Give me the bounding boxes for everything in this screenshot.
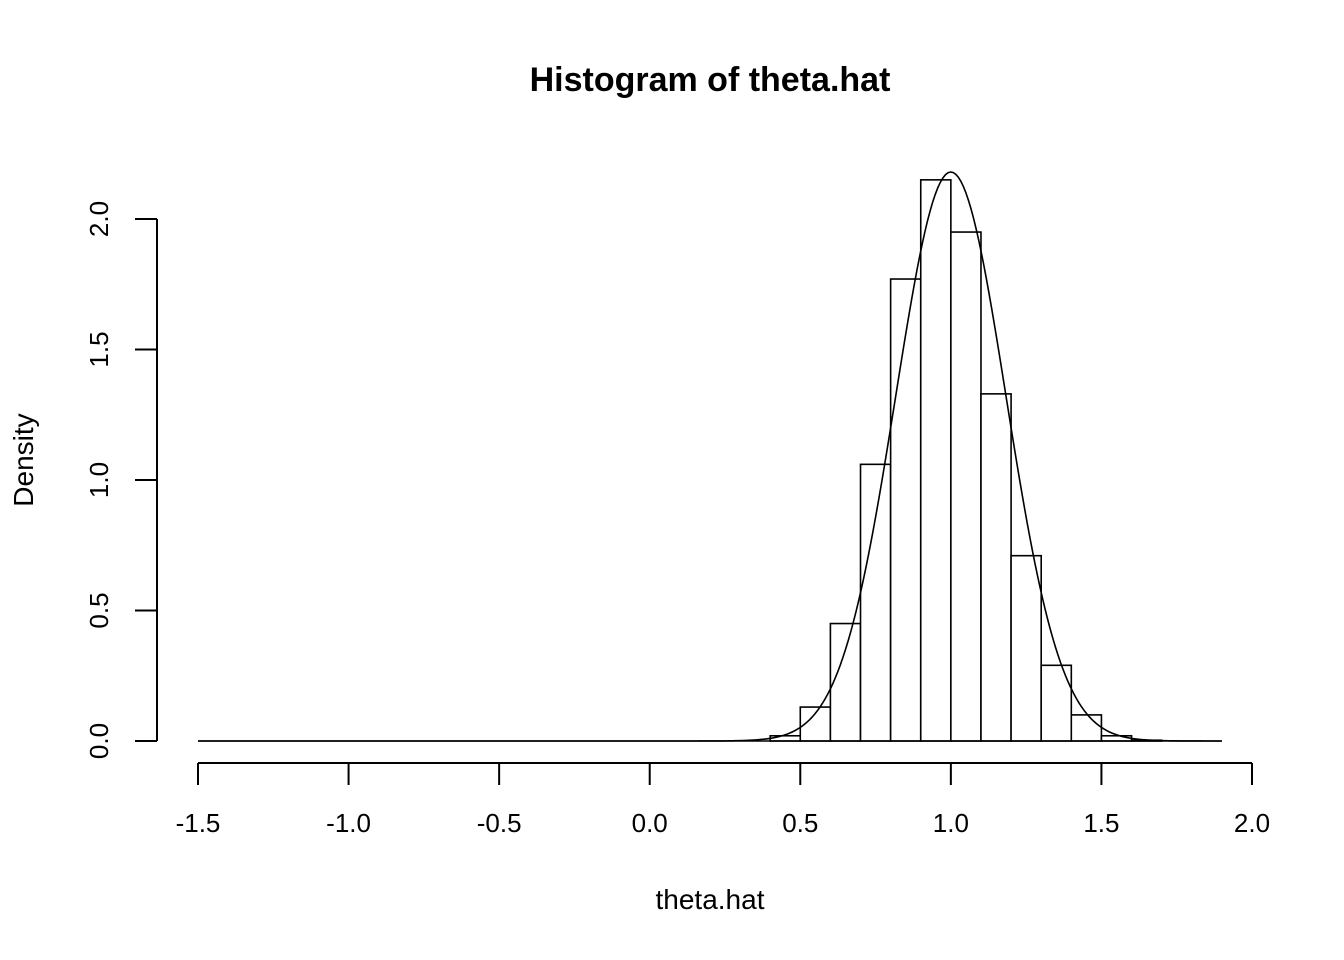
histogram-bars [769, 179, 1163, 742]
x-tick-label: 1.5 [1083, 808, 1119, 838]
x-tick-label: -1.0 [326, 808, 371, 838]
y-tick-label: 0.5 [84, 592, 114, 628]
histogram-bar [859, 463, 892, 742]
x-tick-label: 2.0 [1234, 808, 1270, 838]
y-axis: 0.0 0.5 1.0 1.5 2.0 [84, 201, 158, 759]
y-tick-label: 1.5 [84, 331, 114, 367]
x-tick-label: -0.5 [477, 808, 522, 838]
x-tick-label: -1.5 [176, 808, 221, 838]
histogram-bar [829, 622, 862, 742]
histogram-bar [1010, 554, 1042, 742]
x-tick-label: 0.5 [782, 808, 818, 838]
density-curve [198, 171, 1222, 742]
y-axis-title: Density [8, 413, 39, 506]
y-tick-label: 0.0 [84, 723, 114, 759]
histogram-bar [950, 231, 982, 742]
y-tick-label: 2.0 [84, 201, 114, 237]
histogram-bar [1040, 664, 1073, 742]
chart-title: Histogram of theta.hat [530, 61, 891, 99]
x-axis-title: theta.hat [656, 884, 765, 915]
y-tick-label: 1.0 [84, 462, 114, 498]
histogram-bar [889, 278, 922, 742]
histogram-bar [1070, 714, 1103, 742]
histogram-bar [919, 179, 952, 742]
x-axis: -1.5 -1.0 -0.5 0.0 0.5 1.0 1.5 2.0 [176, 762, 1270, 838]
x-tick-label: 0.0 [632, 808, 668, 838]
x-tick-label: 1.0 [933, 808, 969, 838]
histogram-bar [980, 393, 1012, 742]
